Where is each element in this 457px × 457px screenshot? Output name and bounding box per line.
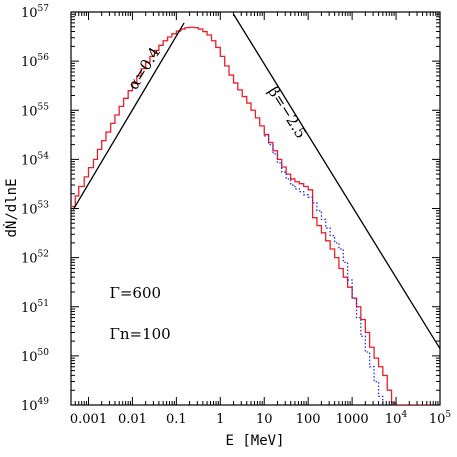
y-tick-label-3: 1052 [21, 250, 49, 267]
x-tick-label-4: 10 [256, 412, 273, 427]
x-tick-label-2: 0.1 [166, 412, 187, 427]
x-tick-labels: 0.001 0.01 0.1 1 10 100 1000 104 105 [70, 410, 452, 427]
y-tick-label-2: 1051 [21, 299, 49, 316]
axis-ticks [70, 11, 441, 406]
x-tick-label-6: 1000 [336, 412, 369, 427]
series-blue-dotted-step-1 [264, 135, 396, 405]
annotations: α=0.4 β=−2.5 Γ=600 Γn=100 [109, 44, 310, 343]
ticks-layer [70, 11, 441, 406]
y-tick-label-4: 1053 [21, 201, 49, 218]
series-black-line-2 [72, 22, 185, 210]
x-tick-label-8: 105 [429, 410, 452, 427]
plot-frame [70, 11, 441, 406]
x-tick-label-7: 104 [385, 410, 408, 427]
series-layer [71, 13, 440, 405]
y-axis-label: dṄ/dlnE [2, 178, 20, 237]
x-axis-label: E [MeV] [225, 433, 284, 449]
y-tick-label-6: 1055 [21, 102, 49, 119]
annotation-0: α=0.4 [124, 44, 164, 93]
y-tick-label-5: 1054 [21, 151, 49, 168]
y-tick-label-0: 1049 [21, 397, 49, 414]
annotation-1: β=−2.5 [264, 83, 310, 141]
y-tick-label-8: 1057 [21, 4, 49, 21]
series-black-line-3 [232, 13, 440, 350]
x-tick-label-5: 100 [296, 412, 321, 427]
annotation-2: Γ=600 [109, 284, 161, 302]
y-tick-label-1: 1050 [21, 348, 49, 365]
y-tick-labels: 1049 1050 1051 1052 1053 1054 1055 1056 1057 [21, 4, 49, 414]
annotation-3: Γn=100 [109, 325, 170, 343]
x-tick-label-1: 0.01 [118, 412, 147, 427]
y-tick-label-7: 1056 [21, 53, 49, 70]
x-tick-label-3: 1 [216, 412, 224, 427]
x-tick-label-0: 0.001 [70, 412, 107, 427]
